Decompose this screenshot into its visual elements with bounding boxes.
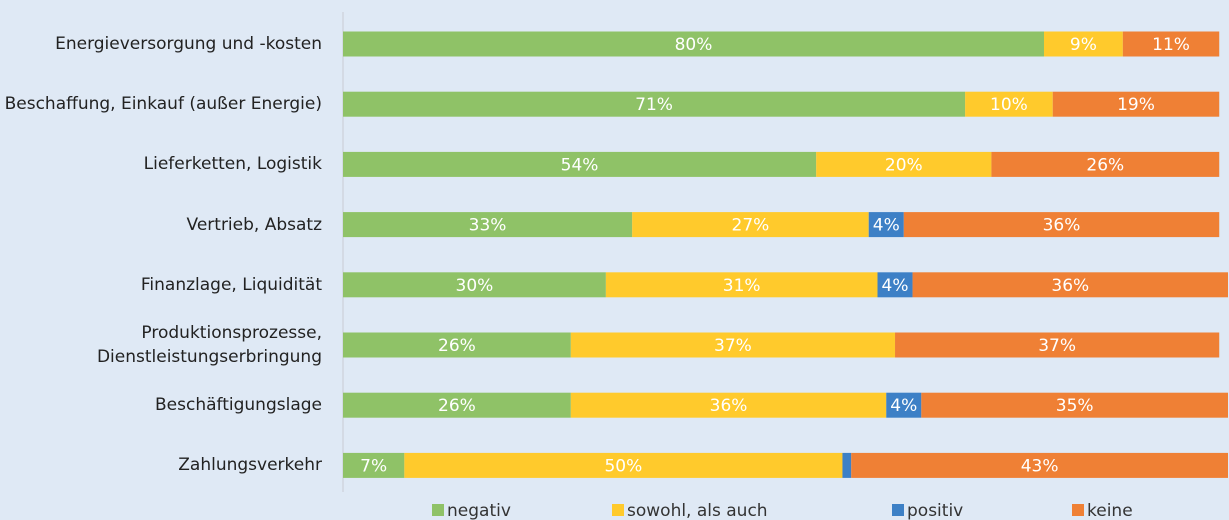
- value-label: 80%: [675, 35, 713, 55]
- value-label: 26%: [438, 336, 476, 356]
- bar-segment: [343, 392, 571, 418]
- value-label: 9%: [1070, 35, 1097, 55]
- bar-segment: [570, 332, 896, 358]
- legend-swatch: [432, 504, 444, 516]
- bar-segment: [912, 272, 1228, 298]
- category-label: Beschaffung, Einkauf (außer Energie): [4, 94, 322, 115]
- bar-segment: [343, 151, 817, 177]
- bar-segment: [868, 212, 904, 238]
- value-label: 35%: [1056, 396, 1094, 416]
- category-label: Finanzlage, Liquidität: [140, 274, 322, 295]
- value-label: 11%: [1152, 35, 1190, 55]
- value-label: 50%: [604, 456, 642, 476]
- bar-segment: [343, 212, 633, 238]
- value-label: 33%: [469, 216, 507, 236]
- category-label: Zahlungsverkehr: [178, 455, 322, 476]
- value-label: 27%: [732, 216, 770, 236]
- bar-segment: [877, 272, 913, 298]
- value-label: 10%: [990, 95, 1028, 115]
- bar-segment: [842, 452, 852, 478]
- value-label: 19%: [1117, 95, 1155, 115]
- bar-segment: [965, 91, 1053, 117]
- value-label: 37%: [1038, 336, 1076, 356]
- value-label: 20%: [885, 155, 923, 175]
- value-label: 4%: [873, 216, 900, 236]
- bar-segment: [886, 392, 922, 418]
- legend-label: positiv: [907, 501, 963, 520]
- bar-segment: [343, 452, 405, 478]
- value-label: 31%: [723, 276, 761, 296]
- bar-segment: [1052, 91, 1220, 117]
- legend-swatch: [1072, 504, 1084, 516]
- bar-segment: [343, 31, 1044, 57]
- bar-segment: [343, 272, 606, 298]
- value-label: 7%: [360, 456, 387, 476]
- category-label: Lieferketten, Logistik: [143, 154, 322, 175]
- bar-segment: [991, 151, 1220, 177]
- value-label: 36%: [710, 396, 748, 416]
- value-label: 30%: [456, 276, 494, 296]
- category-label: Vertrieb, Absatz: [186, 214, 322, 235]
- legend-label: keine: [1087, 501, 1133, 520]
- bar-segment: [1043, 31, 1123, 57]
- legend-label: negativ: [447, 501, 511, 520]
- legend-label: sowohl, als auch: [627, 501, 768, 520]
- legend-swatch: [892, 504, 904, 516]
- bar-segment: [632, 212, 869, 238]
- bar-segment: [570, 392, 887, 418]
- bar-segment: [921, 392, 1228, 418]
- bar-segment: [895, 332, 1220, 358]
- category-label: Produktionsprozesse, Dienstleistungserbr…: [96, 323, 322, 367]
- bar-segment: [1122, 31, 1220, 57]
- legend-swatch: [612, 504, 624, 516]
- value-label: 36%: [1043, 216, 1081, 236]
- value-label: 4%: [890, 396, 917, 416]
- category-label: Beschäftigungslage: [155, 395, 322, 416]
- value-label: 37%: [714, 336, 752, 356]
- value-label: 36%: [1051, 276, 1089, 296]
- value-label: 26%: [1086, 155, 1124, 175]
- bar-segment: [404, 452, 843, 478]
- bar-segment: [816, 151, 992, 177]
- bar-segment: [851, 452, 1228, 478]
- value-label: 43%: [1021, 456, 1059, 476]
- value-label: 71%: [635, 95, 673, 115]
- value-label: 54%: [561, 155, 599, 175]
- bar-segment: [343, 91, 966, 117]
- bar-segment: [605, 272, 878, 298]
- category-label: Energieversorgung und -kosten: [55, 34, 322, 54]
- value-label: 26%: [438, 396, 476, 416]
- value-label: 4%: [882, 276, 909, 296]
- bar-segment: [903, 212, 1220, 238]
- bar-segment: [343, 332, 571, 358]
